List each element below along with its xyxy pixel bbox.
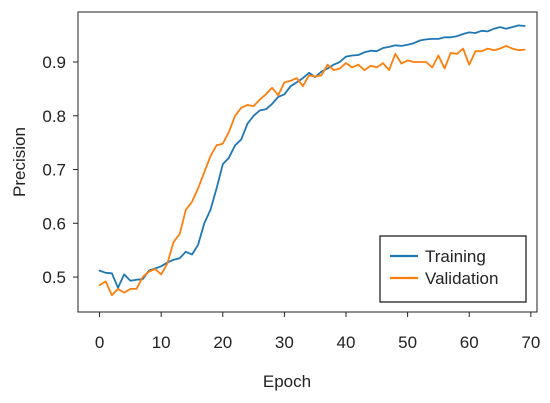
x-tick-label: 70 <box>521 333 540 352</box>
x-axis-label: Epoch <box>263 372 311 391</box>
x-tick-label: 0 <box>95 333 104 352</box>
legend-label-validation: Validation <box>425 269 498 288</box>
x-tick-label: 20 <box>213 333 232 352</box>
training-series-line <box>98 24 526 289</box>
x-tick-label: 10 <box>152 333 171 352</box>
y-tick-label: 0.7 <box>42 161 66 180</box>
y-tick-label: 0.6 <box>42 214 66 233</box>
y-tick-label: 0.5 <box>42 268 66 287</box>
y-axis-label: Precision <box>10 127 29 197</box>
legend-box <box>379 235 527 303</box>
x-tick-label: 60 <box>460 333 479 352</box>
validation-series-line <box>98 45 526 297</box>
y-tick-label: 0.9 <box>42 53 66 72</box>
y-tick-label: 0.8 <box>42 107 66 126</box>
legend-label-training: Training <box>425 247 486 266</box>
x-tick-label: 40 <box>337 333 356 352</box>
x-tick-label: 30 <box>275 333 294 352</box>
legend: Training Validation <box>379 235 527 303</box>
plot-area-frame <box>77 11 538 313</box>
x-tick-label: 50 <box>398 333 417 352</box>
ticks-layer: 0 10 20 30 40 50 60 70 0.5 0.6 0.7 0.8 0.9 <box>42 53 540 352</box>
series-layer <box>98 24 526 297</box>
